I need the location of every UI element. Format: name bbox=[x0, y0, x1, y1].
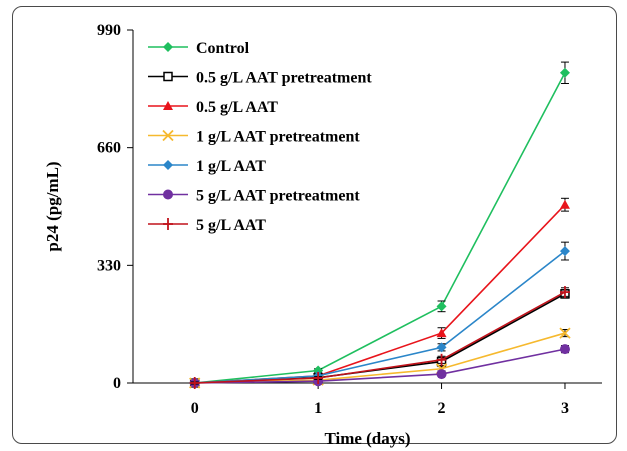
data-point bbox=[559, 67, 570, 78]
y-tick-label: 330 bbox=[97, 257, 121, 274]
data-point bbox=[559, 246, 570, 257]
data-point bbox=[163, 160, 173, 170]
data-point bbox=[436, 301, 447, 312]
data-point bbox=[163, 42, 173, 52]
data-point bbox=[313, 372, 324, 385]
x-tick-label: 1 bbox=[314, 400, 322, 417]
data-point bbox=[559, 344, 570, 355]
legend-entry: 5 g/L AAT pretreatment bbox=[148, 188, 360, 205]
legend: Control 0.5 g/L AAT pretreatment 0.5 g/L A… bbox=[148, 40, 372, 234]
data-point bbox=[163, 71, 173, 82]
y-tick-label: 660 bbox=[97, 140, 121, 157]
legend-entry: 0.5 g/L AAT bbox=[148, 99, 278, 116]
series-line bbox=[194, 250, 566, 384]
legend-label: 5 g/L AAT bbox=[196, 217, 266, 234]
series-1-g-l-aat bbox=[189, 241, 570, 388]
data-point bbox=[436, 353, 447, 366]
legend-label: 5 g/L AAT pretreatment bbox=[196, 188, 360, 205]
series-layer bbox=[189, 61, 571, 389]
legend-label: 0.5 g/L AAT pretreatment bbox=[196, 70, 372, 87]
data-point bbox=[559, 327, 571, 339]
legend-entry: 1 g/L AAT bbox=[148, 158, 266, 175]
y-tick-label: 990 bbox=[97, 22, 121, 39]
legend-label: 0.5 g/L AAT bbox=[196, 99, 278, 116]
data-point bbox=[436, 328, 447, 338]
data-point bbox=[162, 129, 174, 142]
x-axis-title: Time (days) bbox=[324, 429, 410, 448]
series-line bbox=[194, 332, 566, 384]
data-point bbox=[163, 218, 173, 230]
legend-entry: 5 g/L AAT bbox=[148, 217, 266, 234]
legend-label: 1 g/L AAT pretreatment bbox=[196, 129, 360, 146]
data-point bbox=[163, 189, 173, 200]
legend-entry: Control bbox=[148, 40, 250, 57]
series-5-g-l-aat bbox=[189, 286, 570, 389]
data-point bbox=[436, 369, 447, 380]
data-point bbox=[189, 377, 200, 389]
series-1-g-l-aat-pretreatment bbox=[189, 327, 571, 389]
legend-entry: 1 g/L AAT pretreatment bbox=[148, 129, 360, 146]
data-point bbox=[163, 101, 173, 110]
data-point bbox=[559, 286, 570, 299]
x-tick-label: 2 bbox=[438, 400, 446, 417]
series-line bbox=[194, 348, 566, 384]
x-tick-label: 0 bbox=[191, 400, 199, 417]
series-line bbox=[194, 291, 566, 384]
legend-label: 1 g/L AAT bbox=[196, 158, 266, 175]
legend-entry: 0.5 g/L AAT pretreatment bbox=[148, 70, 372, 87]
series-line bbox=[194, 72, 566, 384]
legend-label: Control bbox=[196, 40, 250, 57]
data-point bbox=[436, 342, 447, 353]
x-tick-label: 3 bbox=[561, 400, 569, 417]
y-tick-label: 0 bbox=[113, 375, 121, 392]
y-axis-title: p24 (pg/mL) bbox=[43, 161, 62, 251]
data-point bbox=[559, 199, 570, 209]
